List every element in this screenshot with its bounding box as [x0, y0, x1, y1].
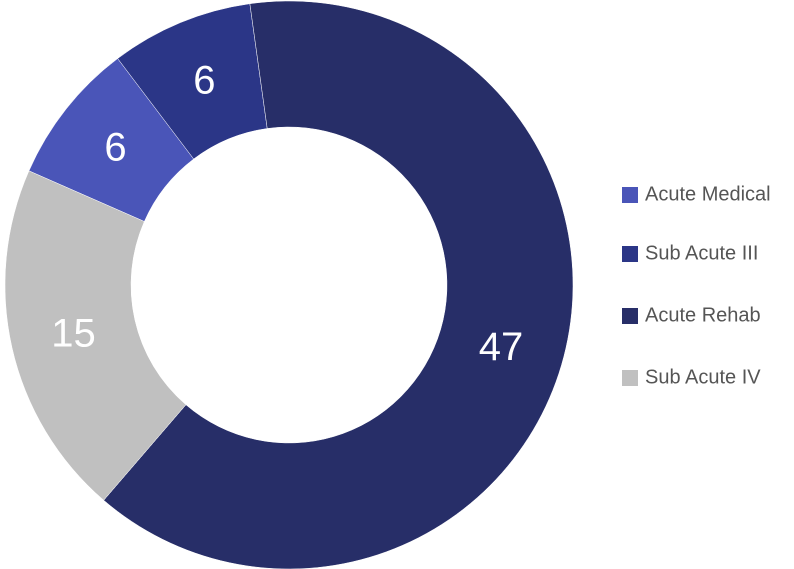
- legend-label: Acute Medical: [645, 183, 771, 205]
- data-label: 6: [104, 126, 126, 170]
- donut-slice: [4, 170, 187, 501]
- legend-label: Sub Acute III: [645, 242, 758, 264]
- donut-slice: [103, 0, 574, 569]
- data-label: 15: [51, 311, 96, 355]
- legend-label: Sub Acute IV: [645, 366, 761, 388]
- legend-swatch: [622, 246, 638, 262]
- legend-swatch: [622, 187, 638, 203]
- data-label: 6: [193, 58, 215, 102]
- legend-label: Acute Rehab: [645, 304, 761, 326]
- legend-swatch: [622, 370, 638, 386]
- data-label: 47: [479, 325, 524, 369]
- legend-swatch: [622, 308, 638, 324]
